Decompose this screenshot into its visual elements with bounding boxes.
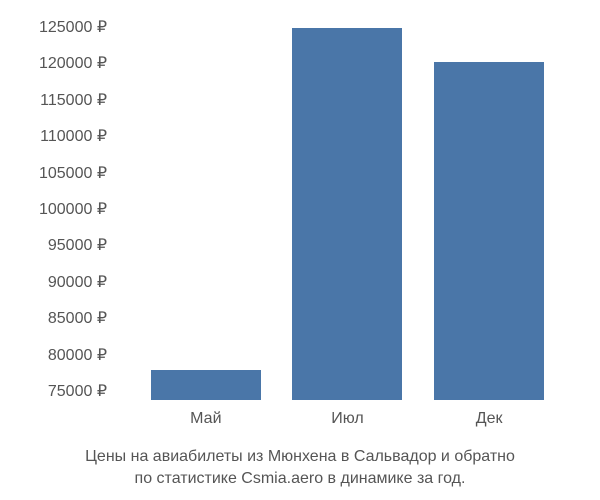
y-tick: 115000 ₽ xyxy=(40,93,107,109)
x-label: Дек xyxy=(434,410,544,428)
y-tick: 125000 ₽ xyxy=(39,20,107,36)
y-tick: 110000 ₽ xyxy=(40,129,107,145)
bar-wrap xyxy=(292,28,402,400)
y-tick: 80000 ₽ xyxy=(48,348,107,364)
bar-wrap xyxy=(151,370,261,400)
y-tick: 85000 ₽ xyxy=(48,311,107,327)
y-axis: 125000 ₽ 120000 ₽ 115000 ₽ 110000 ₽ 1050… xyxy=(20,20,115,400)
x-label: Май xyxy=(151,410,261,428)
bars-area xyxy=(115,20,580,400)
x-label: Июл xyxy=(292,410,402,428)
y-tick: 90000 ₽ xyxy=(48,275,107,291)
caption-line-1: Цены на авиабилеты из Мюнхена в Сальвадо… xyxy=(85,448,515,465)
bar-dec xyxy=(434,62,544,400)
y-tick: 95000 ₽ xyxy=(48,238,107,254)
bar-jul xyxy=(292,28,402,400)
bar-wrap xyxy=(434,62,544,400)
price-chart: 125000 ₽ 120000 ₽ 115000 ₽ 110000 ₽ 1050… xyxy=(0,0,600,500)
y-tick: 105000 ₽ xyxy=(39,166,107,182)
y-tick: 75000 ₽ xyxy=(48,384,107,400)
plot-area: 125000 ₽ 120000 ₽ 115000 ₽ 110000 ₽ 1050… xyxy=(20,20,580,400)
bar-may xyxy=(151,370,261,400)
y-tick: 120000 ₽ xyxy=(39,56,107,72)
caption-line-2: по статистике Csmia.aero в динамике за г… xyxy=(135,470,466,487)
x-axis: Май Июл Дек xyxy=(115,410,580,428)
chart-caption: Цены на авиабилеты из Мюнхена в Сальвадо… xyxy=(20,446,580,491)
y-tick: 100000 ₽ xyxy=(39,202,107,218)
